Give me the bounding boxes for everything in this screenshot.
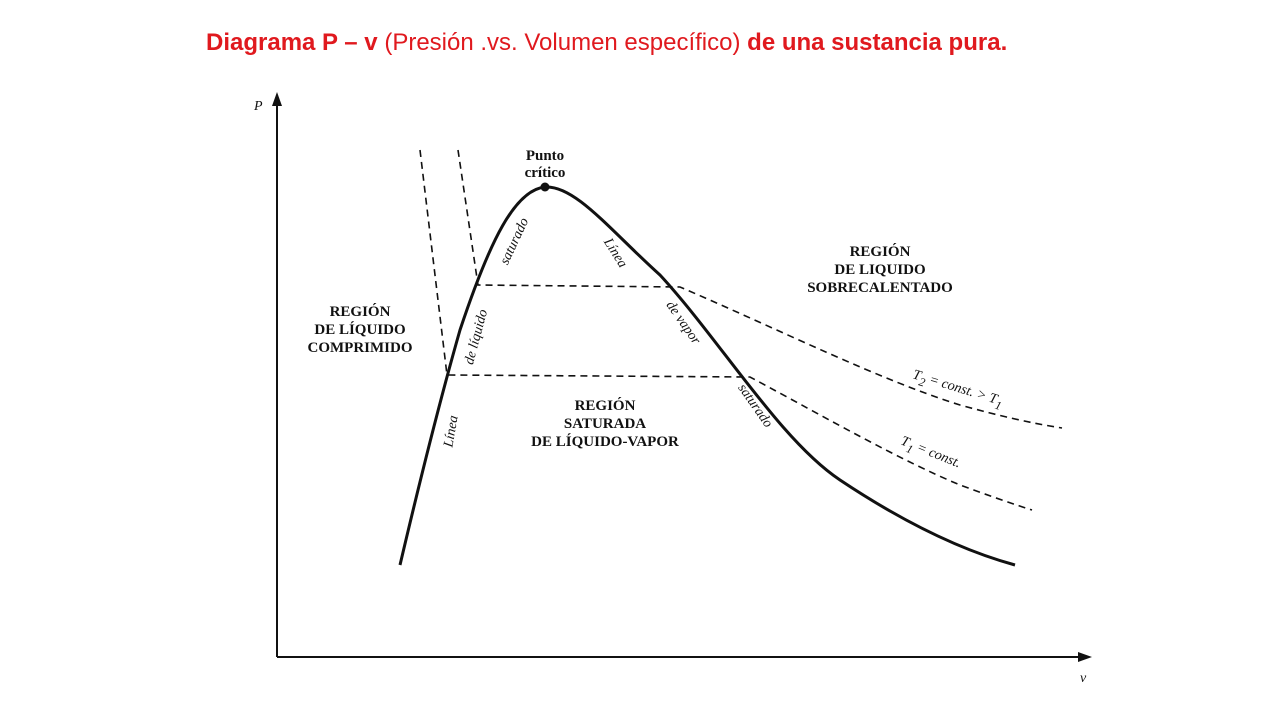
region-text: DE LÍQUIDO-VAPOR <box>531 433 679 450</box>
title-part: Diagrama P – v <box>206 29 378 56</box>
label-part: 1 <box>904 441 915 456</box>
saturation-dome <box>398 185 1016 567</box>
annotation: crítico <box>525 165 566 181</box>
title-part: de una sustancia pura. <box>747 29 1007 56</box>
axis-label: P <box>253 99 263 114</box>
isotherm-t1 <box>419 149 1033 511</box>
axis-label: v <box>1080 671 1087 686</box>
line-label: Línea <box>441 414 461 449</box>
critical-point <box>540 182 550 192</box>
isotherm-label: T1 = const. <box>897 434 963 475</box>
arrow <box>272 92 282 106</box>
region-text: SATURADA <box>564 416 646 432</box>
line-label: de vapor <box>663 298 704 348</box>
region-text: REGIÓN <box>850 243 911 260</box>
annotation: Punto <box>526 148 564 164</box>
region-text: REGIÓN <box>330 303 391 320</box>
region-text: REGIÓN <box>575 397 636 414</box>
label-part: = const. > T <box>924 372 1000 408</box>
line-label: saturado <box>734 381 775 430</box>
region-text: DE LÍQUIDO <box>314 321 405 338</box>
region-text: SOBRECALENTADO <box>807 280 953 296</box>
label-part: 1 <box>993 398 1003 413</box>
line-label: de líquido <box>462 308 491 366</box>
arrow <box>1078 652 1092 662</box>
isotherm-t2 <box>457 149 1063 429</box>
region-text: DE LIQUIDO <box>834 262 925 278</box>
region-label: REGIÓN DE LÍQUIDO COMPRIMIDO REGIÓN SATU… <box>308 243 953 450</box>
title: Diagrama P – v (Presión .vs. Volumen esp… <box>206 29 1007 56</box>
region-text: COMPRIMIDO <box>308 340 413 356</box>
label-part: 2 <box>917 375 927 390</box>
title-part: (Presión .vs. Volumen específico) <box>378 29 748 56</box>
isotherm-label: T2 = const. > T1 <box>910 367 1005 413</box>
